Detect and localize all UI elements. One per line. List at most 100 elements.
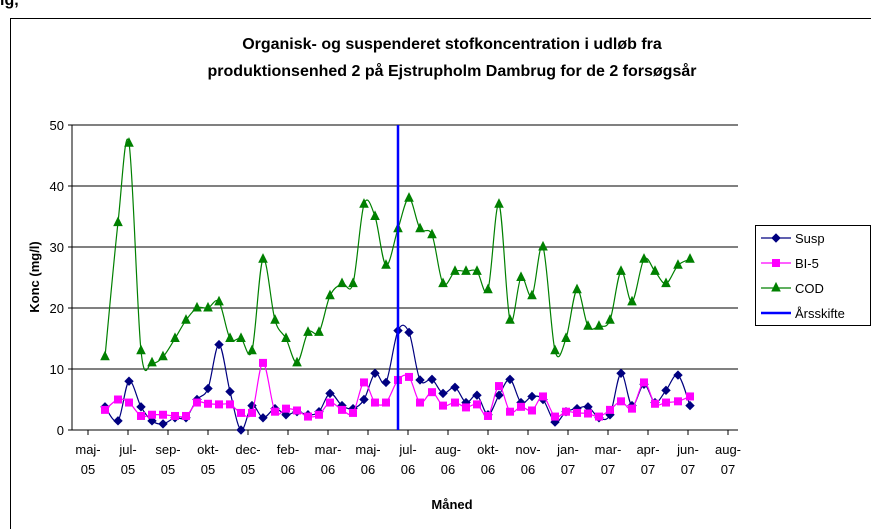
marker [685, 400, 695, 411]
marker [661, 385, 671, 396]
marker [484, 411, 492, 420]
marker [505, 314, 515, 324]
x-tick-label: maj-06 [355, 442, 380, 477]
marker [472, 265, 482, 275]
marker [214, 295, 224, 306]
marker [159, 410, 167, 419]
marker [583, 320, 593, 330]
marker [494, 390, 504, 400]
legend-label: COD [795, 281, 824, 296]
x-tick-label: feb-06 [277, 442, 299, 477]
y-axis-title: Konc (mg/l) [27, 241, 42, 313]
x-tick-label: jun-07 [676, 442, 699, 477]
marker [113, 416, 123, 426]
marker [147, 356, 157, 367]
marker [325, 388, 335, 399]
marker [661, 277, 671, 288]
marker [617, 397, 625, 406]
marker [673, 370, 683, 380]
x-tick-label: aug-06 [435, 442, 461, 477]
legend-label: Årsskifte [795, 306, 845, 321]
marker [771, 281, 781, 292]
marker [605, 314, 615, 324]
marker [461, 265, 471, 275]
marker [258, 253, 268, 263]
marker [125, 398, 133, 407]
marker [627, 295, 637, 306]
marker [673, 259, 683, 269]
marker [416, 398, 424, 407]
marker [527, 289, 537, 300]
marker [170, 332, 180, 342]
marker [338, 405, 346, 414]
y-tick-label: 40 [50, 179, 64, 194]
marker [495, 382, 503, 391]
marker [517, 402, 525, 411]
marker [427, 228, 437, 239]
marker [225, 386, 235, 397]
marker [315, 410, 323, 419]
marker [561, 332, 571, 342]
marker [371, 398, 379, 407]
x-tick-label: apr-07 [636, 442, 659, 477]
marker [651, 399, 659, 408]
legend-label: BI-5 [795, 256, 819, 271]
marker [772, 259, 780, 267]
marker [303, 326, 313, 336]
marker [124, 137, 134, 147]
marker [136, 344, 146, 355]
legend-label: Susp [795, 231, 825, 246]
marker [404, 192, 414, 202]
marker [248, 408, 256, 417]
marker [101, 405, 109, 414]
x-tick-label: jul-06 [398, 442, 416, 477]
x-tick-label: jul-05 [118, 442, 136, 477]
marker [314, 326, 324, 336]
marker [616, 265, 626, 275]
marker [439, 401, 447, 410]
x-axis-title: Måned [431, 497, 472, 512]
marker [349, 408, 357, 417]
marker [236, 425, 246, 435]
marker [181, 314, 191, 324]
marker [281, 410, 291, 420]
x-tick-label: mar-06 [315, 442, 342, 477]
marker [304, 412, 312, 421]
marker [438, 388, 448, 399]
marker [193, 398, 201, 407]
marker [136, 402, 146, 412]
marker [182, 411, 190, 420]
marker [237, 408, 245, 417]
marker [594, 320, 604, 330]
marker [462, 403, 470, 412]
marker [382, 398, 390, 407]
marker [483, 283, 493, 294]
marker [573, 408, 581, 417]
marker [203, 383, 213, 394]
marker [359, 394, 369, 405]
marker [595, 412, 603, 421]
marker [505, 374, 515, 385]
chart-title: Organisk- og suspenderet stofkoncentrati… [242, 36, 662, 53]
marker [214, 339, 224, 350]
legend-box [755, 225, 871, 326]
marker [404, 327, 414, 338]
chart-title: produktionsenhed 2 på Ejstrupholm Dambru… [208, 62, 697, 80]
y-tick-label: 50 [50, 118, 64, 133]
marker [215, 400, 223, 409]
marker [247, 344, 257, 355]
x-tick-label: okt-06 [477, 442, 499, 477]
marker [551, 412, 559, 421]
marker [405, 372, 413, 381]
marker [606, 405, 614, 414]
y-tick-label: 20 [50, 301, 64, 316]
marker [686, 392, 694, 401]
marker [282, 404, 290, 413]
marker [100, 350, 110, 361]
marker [506, 407, 514, 416]
x-tick-label: nov-06 [515, 442, 540, 477]
marker [225, 332, 235, 342]
marker [326, 398, 334, 407]
marker [158, 350, 168, 361]
marker [236, 332, 246, 342]
